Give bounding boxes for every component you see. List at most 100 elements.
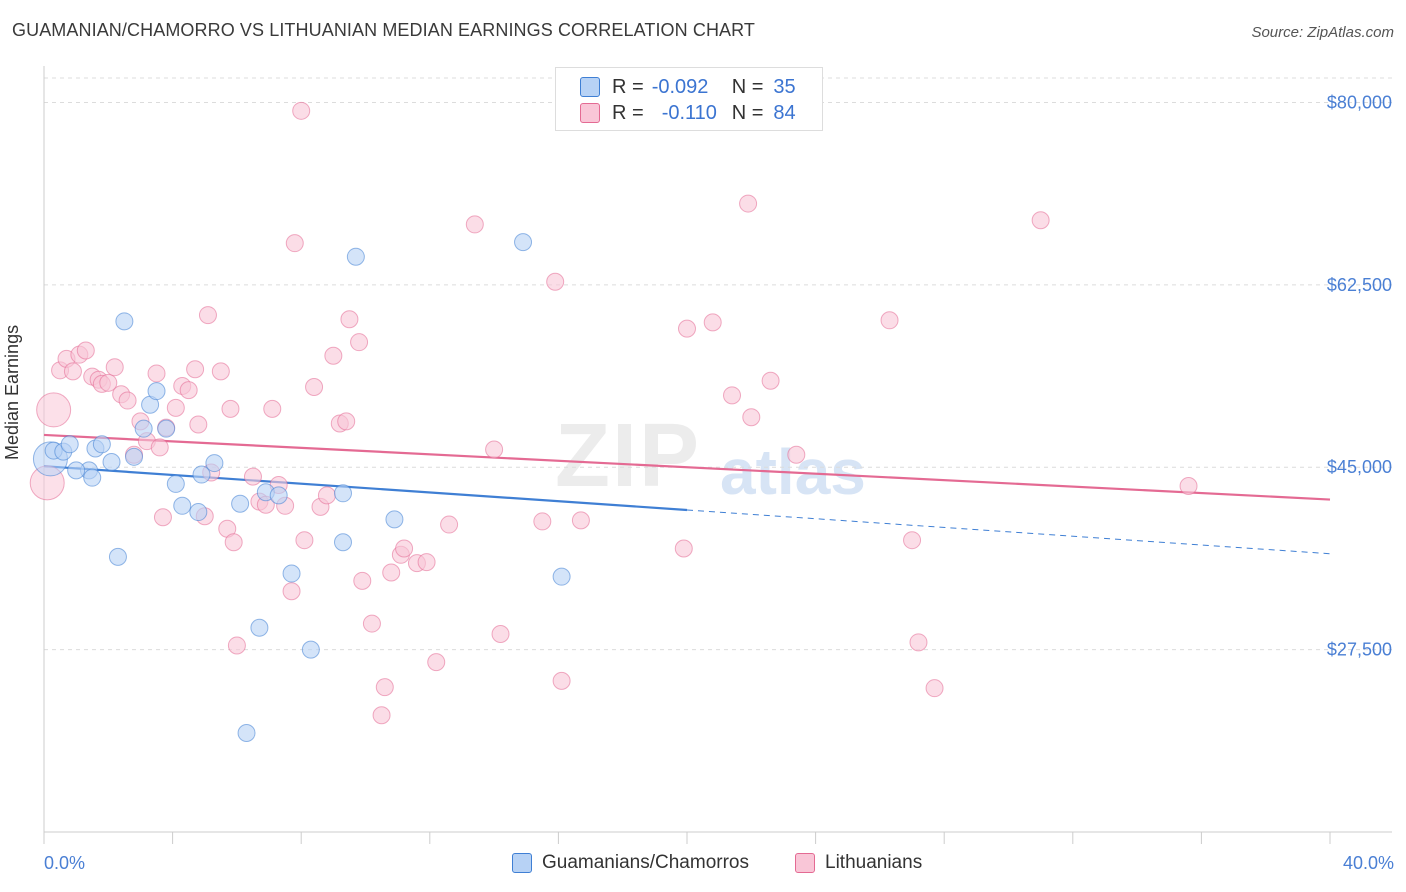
data-point bbox=[674, 539, 693, 558]
data-point bbox=[552, 671, 571, 690]
data-point bbox=[282, 564, 301, 583]
data-point bbox=[346, 247, 365, 266]
data-point bbox=[1031, 211, 1050, 230]
data-point bbox=[108, 547, 127, 566]
data-point bbox=[1179, 476, 1198, 495]
legend-row-lithuanian: R = -0.110 N = 84 bbox=[580, 101, 796, 125]
data-point bbox=[301, 640, 320, 659]
data-point bbox=[118, 391, 137, 410]
data-point bbox=[295, 531, 314, 550]
data-point bbox=[385, 510, 404, 529]
data-point bbox=[427, 653, 446, 672]
legend-item-guamanians[interactable]: Guamanians/Chamorros bbox=[512, 852, 749, 874]
legend-r-label: R = bbox=[612, 75, 644, 98]
data-point bbox=[166, 474, 185, 493]
legend-label-guamanians: Guamanians/Chamorros bbox=[542, 852, 749, 873]
data-point bbox=[317, 486, 336, 505]
trend-line-guamanians-extension bbox=[686, 509, 1331, 555]
data-point bbox=[571, 511, 590, 530]
legend-r-value: -0.092 bbox=[651, 75, 709, 98]
data-point bbox=[205, 454, 224, 473]
legend-n-value: 84 bbox=[773, 101, 796, 124]
data-point bbox=[282, 582, 301, 601]
data-point bbox=[134, 419, 153, 438]
data-point bbox=[742, 408, 761, 427]
data-point bbox=[739, 194, 758, 213]
data-point bbox=[237, 723, 256, 742]
legend-swatch-pink bbox=[580, 103, 600, 123]
data-point bbox=[227, 636, 246, 655]
data-point bbox=[115, 312, 134, 331]
data-point bbox=[198, 306, 217, 325]
legend-r-value: -0.110 bbox=[661, 101, 717, 124]
data-point bbox=[723, 386, 742, 405]
data-point bbox=[224, 533, 243, 552]
legend-swatch-blue bbox=[512, 853, 532, 873]
data-point bbox=[83, 468, 102, 487]
data-point bbox=[125, 447, 144, 466]
data-point bbox=[189, 503, 208, 522]
data-point bbox=[231, 494, 250, 513]
data-point bbox=[99, 373, 118, 392]
y-tick-label: $45,000 bbox=[1327, 457, 1392, 477]
data-point bbox=[909, 633, 928, 652]
legend-n-value: 35 bbox=[773, 75, 796, 98]
data-point bbox=[102, 453, 121, 472]
trend-lines bbox=[43, 433, 1331, 555]
data-point bbox=[153, 508, 172, 527]
data-point bbox=[76, 341, 95, 360]
data-point bbox=[243, 467, 262, 486]
data-point bbox=[761, 371, 780, 390]
data-point bbox=[292, 101, 311, 120]
x-tick-label: 0.0% bbox=[44, 853, 85, 873]
data-point bbox=[375, 678, 394, 697]
legend-item-lithuanians[interactable]: Lithuanians bbox=[795, 852, 922, 874]
legend-r-label: R = bbox=[612, 101, 644, 124]
data-point bbox=[382, 563, 401, 582]
data-point bbox=[179, 381, 198, 400]
x-tick-label: 40.0% bbox=[1343, 853, 1394, 873]
data-point bbox=[250, 618, 269, 637]
legend-swatch-pink bbox=[795, 853, 815, 873]
data-point bbox=[678, 319, 696, 338]
data-point bbox=[333, 533, 352, 552]
data-point bbox=[36, 392, 72, 428]
data-point bbox=[925, 679, 944, 698]
data-point bbox=[189, 415, 208, 434]
data-point bbox=[305, 377, 324, 396]
data-point bbox=[372, 706, 391, 725]
data-point bbox=[362, 614, 381, 633]
data-point bbox=[337, 412, 356, 431]
data-point bbox=[514, 233, 533, 252]
watermark-zip: ZIP bbox=[555, 406, 702, 506]
data-point bbox=[92, 435, 111, 454]
data-point bbox=[186, 360, 205, 379]
legend-n-label: N = bbox=[731, 101, 764, 124]
data-point bbox=[157, 419, 176, 438]
data-point bbox=[546, 272, 565, 291]
data-point bbox=[340, 310, 359, 329]
data-point bbox=[440, 515, 459, 534]
chart-title: GUAMANIAN/CHAMORRO VS LITHUANIAN MEDIAN … bbox=[12, 20, 756, 40]
data-point bbox=[491, 624, 510, 643]
trend-line-lithuanians bbox=[43, 433, 1331, 501]
data-point bbox=[485, 440, 504, 459]
data-point bbox=[211, 362, 230, 381]
legend-n-label: N = bbox=[731, 75, 764, 98]
data-point bbox=[353, 571, 372, 590]
data-point bbox=[269, 486, 288, 505]
data-point bbox=[150, 438, 169, 457]
y-tick-label: $27,500 bbox=[1327, 640, 1392, 660]
data-point bbox=[333, 484, 352, 503]
data-point bbox=[147, 382, 166, 401]
data-points bbox=[29, 101, 1198, 742]
legend-label-lithuanians: Lithuanians bbox=[825, 852, 923, 873]
data-point bbox=[417, 553, 436, 572]
data-point bbox=[350, 333, 369, 352]
legend-row-guamanian: R = -0.092 N = 35 bbox=[580, 75, 796, 99]
data-point bbox=[903, 531, 922, 550]
y-tick-label: $80,000 bbox=[1327, 92, 1392, 112]
data-point bbox=[60, 435, 79, 454]
data-point bbox=[67, 461, 86, 480]
